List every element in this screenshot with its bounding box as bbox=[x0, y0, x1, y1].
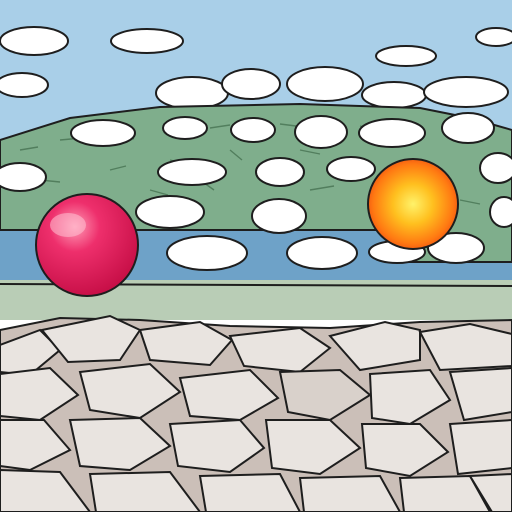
hill-clouds bbox=[0, 112, 512, 271]
cloud bbox=[110, 28, 184, 54]
rock bbox=[0, 468, 92, 512]
rock bbox=[78, 362, 182, 420]
rock bbox=[178, 368, 280, 422]
cloud bbox=[427, 232, 485, 264]
cloud bbox=[286, 66, 364, 102]
rock bbox=[264, 419, 362, 476]
cloud bbox=[479, 152, 512, 184]
rock bbox=[0, 328, 62, 377]
cloud bbox=[489, 196, 512, 228]
red-sphere-highlight bbox=[50, 213, 86, 237]
rock bbox=[168, 418, 266, 474]
cloud bbox=[375, 45, 437, 67]
cloud bbox=[157, 158, 227, 186]
cloud bbox=[475, 27, 512, 47]
rock bbox=[298, 474, 402, 512]
cloud bbox=[162, 116, 208, 140]
cloud bbox=[251, 198, 307, 234]
rock bbox=[68, 416, 172, 472]
rock bbox=[0, 366, 80, 422]
rock bbox=[228, 326, 332, 374]
rock bbox=[448, 366, 512, 422]
cloud bbox=[135, 195, 205, 229]
cloud bbox=[0, 26, 69, 56]
rock bbox=[328, 320, 421, 372]
cloud bbox=[221, 68, 281, 100]
rock bbox=[398, 474, 492, 512]
orange-sphere bbox=[367, 158, 459, 250]
rock-field bbox=[0, 314, 512, 512]
rock bbox=[368, 368, 452, 426]
rock bbox=[278, 368, 372, 422]
cloud bbox=[0, 72, 49, 98]
cloud bbox=[358, 118, 426, 148]
red-sphere bbox=[35, 193, 139, 297]
rock bbox=[360, 423, 450, 478]
rock bbox=[448, 418, 512, 476]
rock bbox=[418, 322, 512, 372]
cloud bbox=[326, 156, 376, 182]
rock bbox=[468, 472, 512, 512]
cloud bbox=[361, 81, 427, 109]
cloud bbox=[294, 115, 348, 149]
rock bbox=[0, 419, 72, 472]
cloud bbox=[230, 117, 276, 143]
rock bbox=[40, 314, 142, 364]
rock bbox=[198, 472, 302, 512]
cloud bbox=[255, 157, 305, 187]
cloud bbox=[286, 236, 358, 270]
cloud bbox=[166, 235, 248, 271]
rock bbox=[88, 470, 202, 512]
rock bbox=[138, 320, 234, 367]
cloud bbox=[0, 162, 47, 192]
cloud bbox=[155, 76, 229, 110]
cloud bbox=[423, 76, 509, 108]
sky-clouds bbox=[0, 26, 512, 110]
cloud bbox=[70, 119, 136, 147]
cloud bbox=[441, 112, 495, 144]
